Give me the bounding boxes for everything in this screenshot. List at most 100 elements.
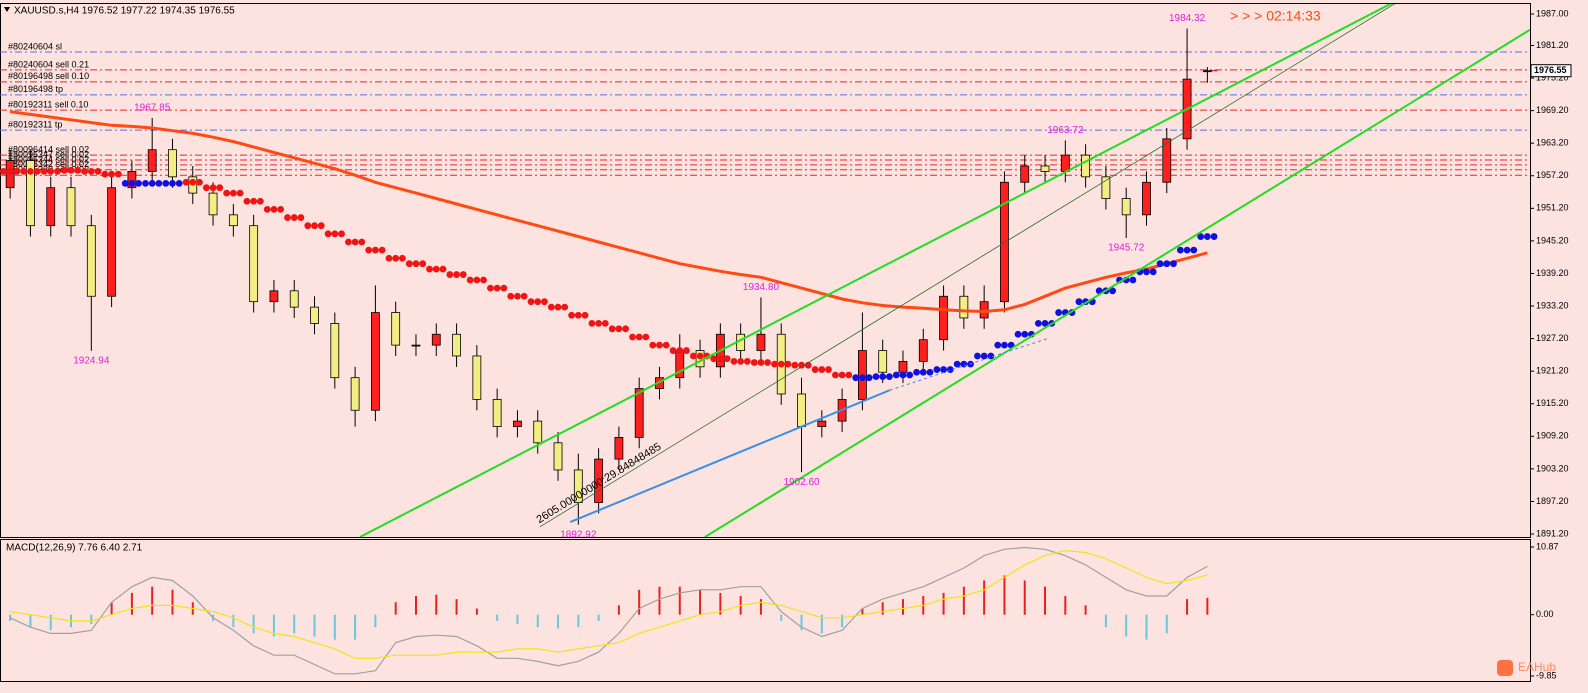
candle-body: [208, 192, 218, 216]
candle-body: [452, 333, 461, 357]
candle-body: [1121, 198, 1131, 216]
histogram-bar: [1104, 614, 1107, 628]
indicator-dot: [487, 284, 494, 292]
y-tick-label: 1951.20: [1536, 203, 1569, 213]
order-label: #80192311 tp: [8, 120, 62, 130]
indicator-dot: [541, 298, 548, 306]
indicator-dot: [689, 352, 697, 360]
indicator-dot: [906, 371, 914, 379]
candle-body: [1040, 165, 1050, 172]
indicator-dot: [784, 360, 792, 368]
indicator-dot: [209, 184, 217, 192]
y-tick-label: 1909.20: [1536, 431, 1569, 441]
price-tag-box: [1530, 64, 1572, 78]
indicator-dot: [730, 357, 738, 365]
histogram-bar: [374, 614, 377, 628]
indicator-dot: [608, 325, 616, 333]
indicator-dot: [595, 319, 603, 327]
indicator-dot: [148, 179, 156, 187]
indicator-dot: [635, 333, 643, 341]
price-label: 1967.85: [134, 103, 171, 114]
indicator-dot: [47, 168, 55, 175]
indicator-dot: [182, 178, 190, 186]
histogram-bar: [536, 614, 539, 628]
histogram-bar: [901, 599, 904, 615]
indicator-dot: [750, 359, 758, 366]
y-tick-label: 0.00: [1536, 609, 1554, 619]
indicator-dot: [324, 230, 332, 238]
order-label: #80240604 sl: [8, 41, 62, 51]
candle-body: [756, 333, 766, 351]
y-tick-label: 1969.20: [1536, 105, 1569, 115]
order-label: #80196498 tp: [8, 84, 63, 94]
overlay: XAUUSD.s,H4 1976.52 1977.22 1974.35 1976…: [4, 6, 1572, 680]
indicator-dot: [885, 373, 893, 380]
candle-body: [370, 312, 380, 411]
indicator-dot: [473, 276, 481, 284]
indicator-dot: [229, 189, 237, 197]
candle-body: [1162, 138, 1172, 183]
indicator-dot: [1034, 319, 1042, 327]
candle-body: [249, 225, 259, 303]
indicator-dot: [642, 333, 650, 341]
indicator-dot: [818, 366, 826, 373]
indicator-dot: [879, 373, 887, 380]
indicator-dot: [155, 179, 163, 187]
histogram-bar: [699, 589, 702, 615]
indicator-dot: [169, 179, 176, 187]
price-label: 1945.72: [1108, 243, 1145, 254]
histogram-bar: [110, 602, 113, 615]
histogram-bar: [333, 614, 336, 640]
y-tick-label: 1957.20: [1536, 170, 1569, 180]
y-tick-label: 10.87: [1536, 541, 1559, 551]
y-tick-label: 1915.20: [1536, 398, 1569, 408]
candle-body: [350, 377, 360, 411]
indicator-dot: [236, 189, 244, 197]
candle-body: [553, 442, 563, 471]
macd-panel-frame: [0, 539, 1531, 682]
histogram-bar: [638, 589, 641, 615]
histogram-bar: [1206, 597, 1209, 615]
indicator-dot: [777, 360, 785, 368]
candle-body: [1142, 181, 1151, 216]
y-tick-label: 1933.20: [1536, 300, 1569, 310]
indicator-dot: [480, 276, 487, 284]
indicator-dot: [453, 271, 460, 278]
histogram-bar: [557, 614, 560, 629]
trend-line: [539, 4, 1396, 528]
indicator-dot: [256, 197, 264, 205]
watermark-icon: [1497, 660, 1513, 676]
indicator-dot: [1021, 330, 1029, 338]
moving-average: [9, 110, 1208, 314]
price-label: 1934.80: [743, 282, 780, 293]
indicator-dot: [1156, 260, 1164, 268]
histogram-bar: [130, 592, 133, 615]
indicator-dot: [960, 360, 968, 368]
indicator-dot: [1129, 276, 1137, 284]
candle-body: [634, 388, 644, 438]
y-tick-label: 1981.20: [1536, 40, 1569, 50]
price-label: 1924.94: [73, 356, 110, 367]
indicator-dot: [121, 179, 129, 187]
indicator-dot: [838, 371, 846, 379]
order-label: #80095347 sell 0.02: [8, 149, 89, 159]
indicator-dot: [270, 206, 278, 213]
indicator-dot: [162, 179, 170, 187]
indicator-dot: [933, 366, 941, 373]
histogram-bar: [232, 614, 235, 628]
indicator-dot: [493, 284, 501, 292]
candle-body: [127, 171, 137, 189]
indicator-dot: [216, 184, 224, 192]
histogram-bar: [496, 614, 499, 621]
histogram-bar: [90, 614, 93, 625]
histogram-bar: [293, 614, 296, 634]
indicator-dot: [101, 170, 109, 178]
indicator-dot: [514, 292, 521, 300]
indicator-dot: [74, 166, 82, 174]
indicator-dot: [926, 368, 934, 376]
indicator-dot: [432, 265, 440, 273]
candle-body: [918, 339, 928, 362]
candle-body: [330, 322, 340, 379]
indicator-dot: [1055, 309, 1063, 316]
